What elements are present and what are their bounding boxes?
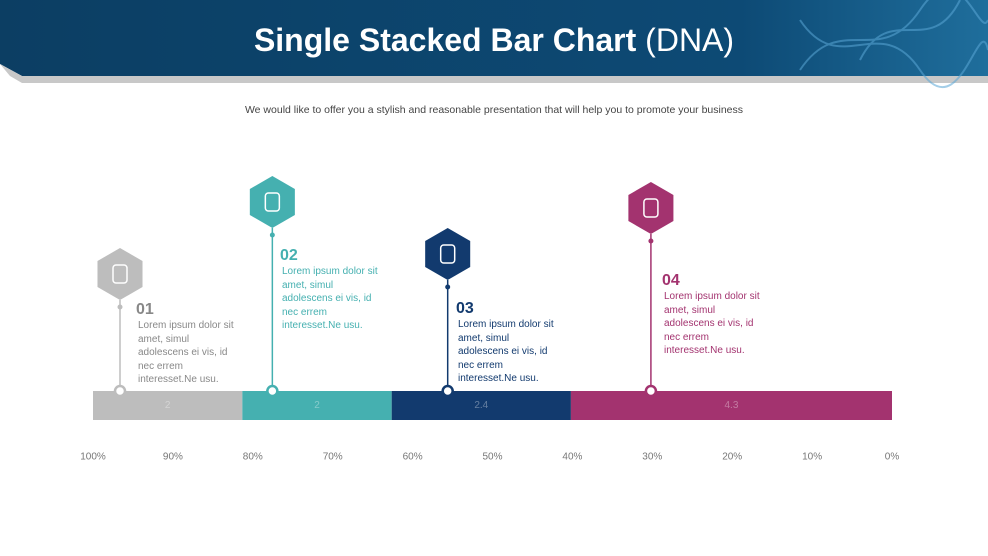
hexagon-icon [628, 182, 674, 234]
title-suffix: (DNA) [645, 22, 734, 58]
icon-glyph [643, 198, 659, 218]
x-tick-label: 40% [562, 452, 582, 463]
icon-glyph [264, 192, 281, 212]
header-band [0, 0, 988, 76]
title: Single Stacked Bar Chart (DNA) [254, 22, 734, 58]
callout-text: Lorem ipsum dolor sit amet, simul adoles… [282, 266, 378, 331]
callout-text: Lorem ipsum dolor sit amet, simul adoles… [458, 319, 554, 384]
dna-decoration [799, 0, 988, 89]
value-label: 2 [165, 400, 171, 411]
connector-dot [266, 384, 279, 398]
hexagon-icon [249, 176, 295, 228]
connector-dot [441, 384, 454, 398]
x-tick-label: 20% [722, 452, 742, 463]
bar-segment [242, 391, 392, 420]
x-tick-label: 30% [642, 452, 662, 463]
connector-top [269, 232, 275, 238]
bar-segment [570, 391, 892, 420]
x-tick-label: 80% [243, 452, 263, 463]
callout-text: Lorem ipsum dolor sit amet, simul adoles… [138, 320, 234, 385]
callout-number: 01 [136, 301, 154, 318]
x-tick-label: 60% [403, 452, 423, 463]
callout-number: 03 [456, 300, 474, 317]
x-tick-label: 70% [323, 452, 343, 463]
connector-dot [113, 384, 127, 398]
x-tick-label: 90% [163, 452, 183, 463]
connector-top [117, 304, 123, 310]
value-label: 2 [314, 400, 320, 411]
connector-dot [644, 384, 658, 398]
subtitle: We would like to offer you a stylish and… [245, 104, 743, 116]
hexagon-icon [425, 228, 471, 280]
header-strip [0, 64, 988, 83]
value-label: 4.3 [725, 400, 739, 411]
title-main: Single Stacked Bar Chart [254, 22, 637, 58]
x-tick-label: 0% [885, 452, 900, 463]
x-tick-label: 100% [80, 452, 106, 463]
x-tick-label: 50% [482, 452, 502, 463]
connector-top [648, 238, 654, 244]
value-label: 2.4 [474, 400, 488, 411]
callout-text: Lorem ipsum dolor sit amet, simul adoles… [664, 291, 760, 356]
callout-number: 02 [280, 247, 298, 264]
x-tick-label: 10% [802, 452, 822, 463]
callout-number: 04 [662, 272, 680, 289]
hexagon-icon [97, 248, 143, 300]
connector-top [445, 284, 451, 290]
icon-glyph [112, 264, 128, 284]
bar-segment [391, 391, 571, 420]
icon-glyph [439, 244, 456, 264]
